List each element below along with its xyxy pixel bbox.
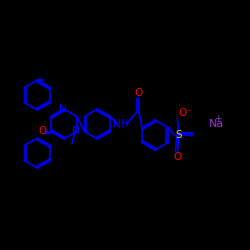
Text: Na: Na bbox=[209, 119, 224, 129]
Text: O: O bbox=[38, 126, 46, 136]
Text: O: O bbox=[134, 88, 143, 98]
Text: N: N bbox=[72, 126, 79, 136]
Text: N: N bbox=[58, 104, 66, 114]
Text: NH: NH bbox=[114, 119, 129, 129]
Text: O: O bbox=[174, 152, 182, 162]
Text: S: S bbox=[176, 130, 182, 140]
Text: O⁻: O⁻ bbox=[179, 108, 192, 118]
Text: +: + bbox=[214, 114, 222, 123]
